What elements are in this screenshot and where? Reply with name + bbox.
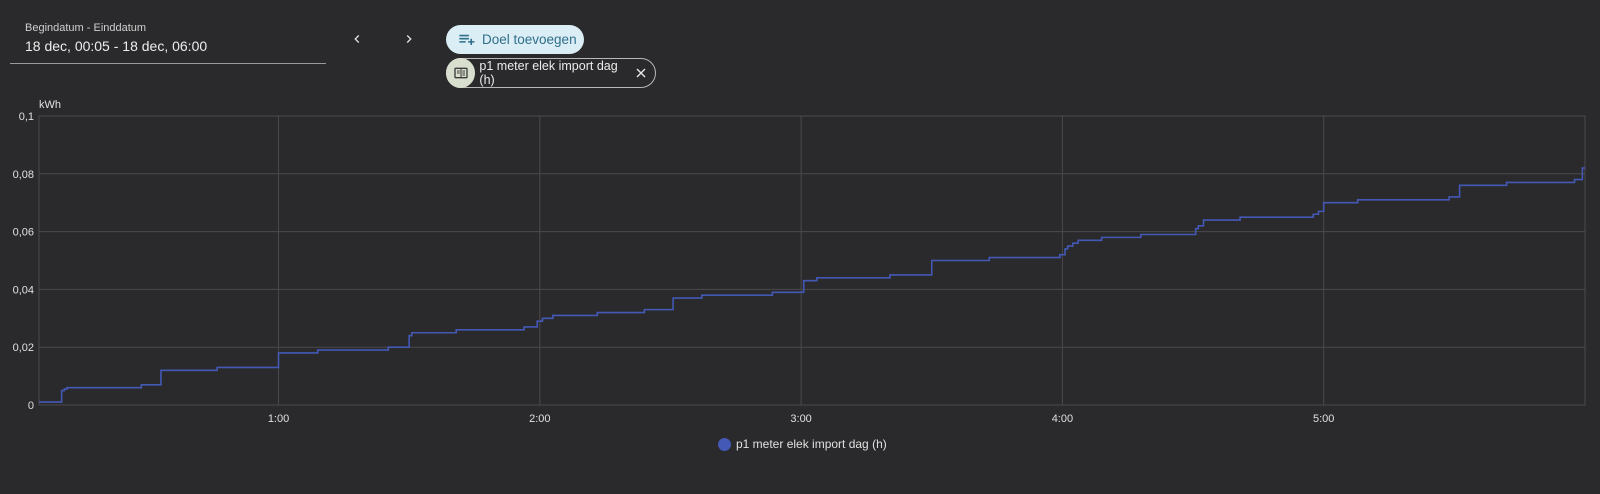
date-range-field[interactable]: Begindatum - Einddatum 18 dec, 00:05 - 1… [10, 14, 326, 64]
chart-series [39, 167, 1585, 403]
close-icon [636, 68, 646, 78]
previous-period-button[interactable] [341, 26, 373, 52]
y-tick-label: 0,08 [13, 169, 34, 181]
entity-chip-label: p1 meter elek import dag (h) [479, 59, 618, 87]
y-tick-label: 0,1 [19, 111, 34, 123]
y-tick-label: 0 [28, 400, 34, 412]
energy-chart: 0 0,02 0,04 0,06 0,08 0,1 1:00 2:00 3:00 4:00 5:00… [13, 99, 1586, 425]
chip-remove-button[interactable] [633, 65, 649, 81]
x-tick-label: 3:00 [790, 413, 811, 425]
x-tick-label: 1:00 [268, 413, 289, 425]
legend-swatch [718, 437, 731, 451]
add-target-label: Doel toevoegen [482, 32, 577, 47]
y-tick-label: 0,04 [13, 284, 34, 296]
x-tick-label: 4:00 [1052, 413, 1073, 425]
date-range-value: 18 dec, 00:05 - 18 dec, 06:00 [25, 38, 208, 54]
x-tick-label: 5:00 [1313, 413, 1334, 425]
energy-meter-icon [446, 58, 476, 88]
series-line [39, 167, 1585, 403]
y-tick-label: 0,02 [13, 342, 34, 354]
chevron-left-icon [354, 35, 360, 43]
y-axis-unit-label: kWh [39, 99, 61, 111]
entity-chip[interactable]: p1 meter elek import dag (h) [446, 58, 656, 88]
chart-grid [38, 115, 1586, 406]
date-range-label: Begindatum - Einddatum [25, 22, 147, 34]
playlist-plus-icon [459, 34, 475, 46]
plot-frame [38, 115, 1586, 406]
y-tick-label: 0,06 [13, 227, 34, 239]
chart-legend-item[interactable]: p1 meter elek import dag (h) [718, 437, 887, 451]
chevron-right-icon [406, 35, 412, 43]
chart-axes: 0 0,02 0,04 0,06 0,08 0,1 1:00 2:00 3:00 4:00 5:00… [13, 99, 1335, 425]
add-target-button[interactable]: Doel toevoegen [446, 25, 584, 54]
x-tick-label: 2:00 [529, 413, 550, 425]
next-period-button[interactable] [393, 26, 425, 52]
legend-label: p1 meter elek import dag (h) [736, 437, 887, 451]
